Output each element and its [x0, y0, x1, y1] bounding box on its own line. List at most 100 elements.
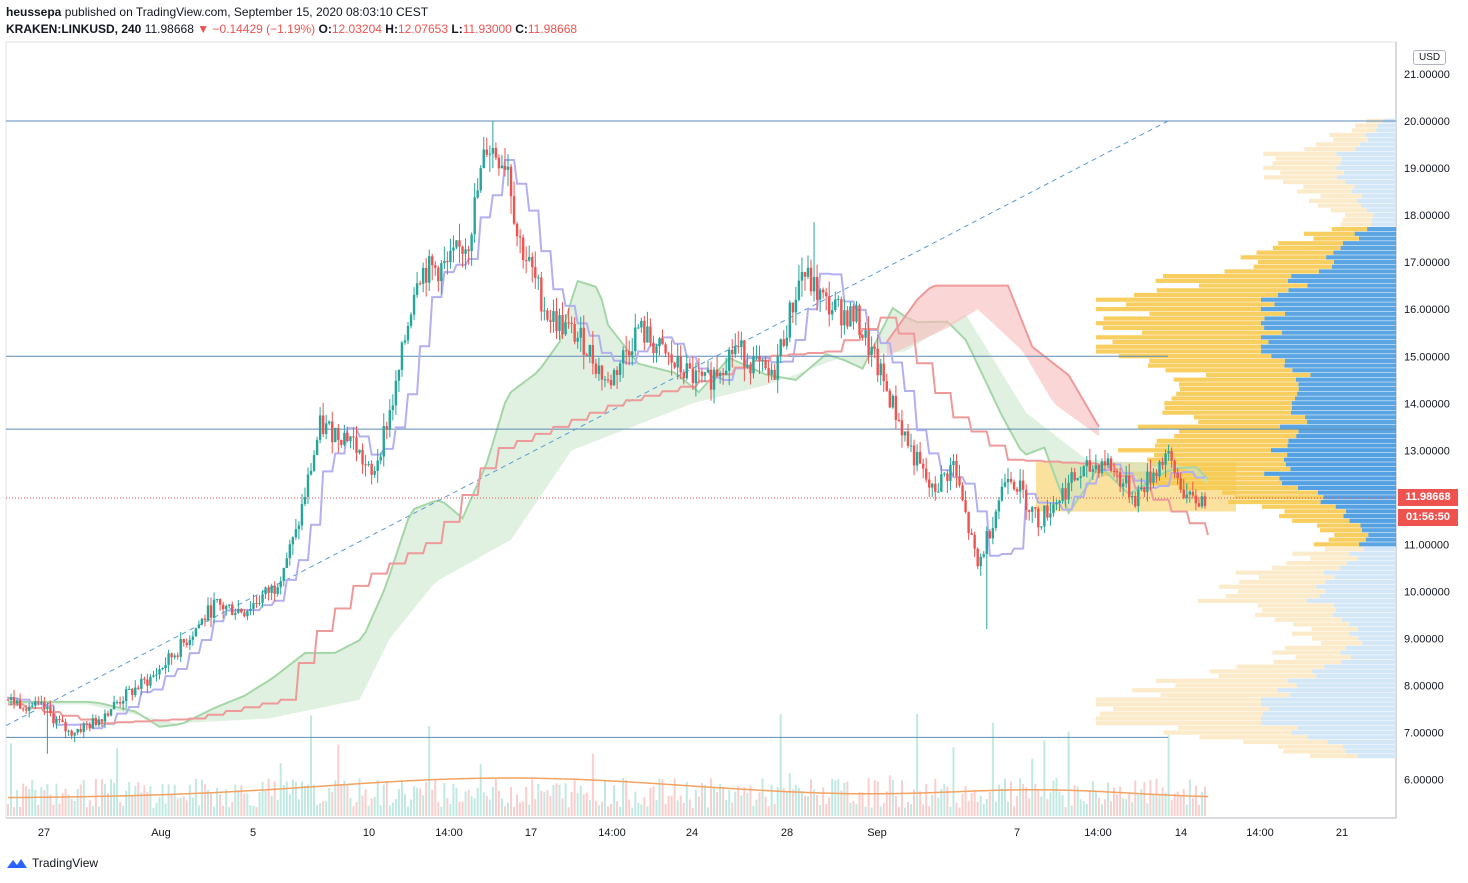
vp-down-bar — [1179, 386, 1299, 392]
vp-up-bar — [1366, 208, 1396, 213]
author-name[interactable]: heussepa — [6, 5, 62, 19]
vp-up-bar — [1291, 730, 1396, 735]
vp-down-bar — [1141, 330, 1282, 335]
vp-down-bar — [1162, 410, 1291, 415]
vp-up-bar — [1287, 443, 1396, 448]
volume-bar — [746, 792, 749, 816]
candle-body — [306, 474, 310, 497]
candle-body — [337, 427, 340, 440]
vp-down-bar — [1147, 363, 1285, 368]
volume-bar — [240, 785, 243, 816]
candle-body — [567, 322, 570, 324]
candle-body — [37, 701, 40, 703]
vp-up-bar — [1261, 716, 1396, 721]
vp-up-bar — [1361, 194, 1396, 199]
candle-body — [385, 426, 388, 430]
candle-body — [718, 372, 722, 377]
candle-body — [1155, 472, 1158, 477]
candle-body — [579, 327, 582, 338]
symbol-label[interactable]: KRAKEN:LINKUSD, 240 — [6, 22, 142, 36]
vp-down-bar — [1328, 537, 1366, 542]
volume-bar — [985, 799, 988, 816]
candle-body — [658, 338, 661, 347]
vp-down-bar — [1272, 161, 1341, 166]
candle-body — [1055, 503, 1058, 505]
candle-body — [900, 420, 904, 436]
candle-body — [288, 544, 292, 559]
vp-up-bar — [1335, 608, 1396, 613]
tradingview-footer[interactable]: TradingView — [6, 856, 98, 870]
vp-down-bar — [1258, 259, 1334, 265]
vp-up-bar — [1365, 132, 1396, 138]
volume-bar — [703, 785, 706, 816]
vp-down-bar — [1272, 650, 1341, 655]
vp-up-bar — [1288, 288, 1396, 293]
candle-body — [600, 365, 604, 380]
volume-bar — [979, 795, 982, 816]
volume-bar — [391, 802, 394, 816]
candle-body — [712, 369, 716, 390]
volume-bar — [988, 792, 991, 816]
vp-up-bar — [1358, 236, 1396, 241]
candle-body — [573, 323, 576, 342]
candle-body — [670, 354, 673, 363]
vp-down-bar — [1160, 692, 1291, 698]
candle-body — [455, 240, 458, 248]
vp-up-bar — [1364, 546, 1396, 552]
volume-bar — [1043, 740, 1046, 816]
vp-down-bar — [1175, 683, 1297, 688]
volume-bar — [958, 807, 961, 816]
y-tick-label: 16.00000 — [1404, 304, 1450, 316]
candle-body — [428, 256, 431, 283]
candle-body — [958, 476, 961, 486]
volume-bar — [425, 782, 428, 816]
candle-body — [918, 451, 922, 464]
candle-body — [31, 705, 34, 707]
vp-down-bar — [1255, 612, 1333, 618]
volume-bar — [325, 800, 328, 816]
vp-up-bar — [1298, 429, 1396, 434]
volume-bar — [194, 778, 197, 816]
candle-body — [215, 599, 219, 601]
volume-bars — [7, 714, 1209, 816]
vp-down-bar — [1280, 170, 1344, 175]
vp-up-bar — [1334, 575, 1396, 580]
volume-bar — [900, 780, 903, 816]
candle-body — [961, 485, 964, 501]
vp-down-bar — [1138, 424, 1280, 429]
candle-body — [1124, 475, 1128, 484]
volume-bar — [334, 780, 337, 816]
candle-body — [146, 679, 149, 686]
volume-bar — [313, 784, 316, 816]
candle-body — [112, 702, 116, 710]
volume-bar — [246, 793, 249, 816]
volume-bar — [528, 804, 531, 816]
vp-up-bar — [1264, 316, 1396, 321]
volume-bar — [243, 793, 246, 816]
candle-body — [628, 351, 631, 356]
volume-bar — [543, 791, 546, 816]
volume-bar — [940, 788, 943, 816]
candle-body — [797, 280, 801, 300]
candle-body — [755, 356, 758, 358]
vp-down-bar — [1261, 504, 1336, 509]
vp-up-bar — [1268, 339, 1396, 345]
volume-bar — [761, 778, 764, 816]
candle-body — [597, 365, 601, 374]
candle-body — [503, 165, 507, 170]
currency-button[interactable]: USD — [1413, 50, 1447, 65]
volume-bar — [370, 798, 373, 816]
horizontal-lines — [5, 120, 1396, 738]
volume-bar — [1079, 799, 1082, 816]
candle-body — [1067, 482, 1070, 500]
candle-body — [540, 277, 543, 312]
vp-up-bar — [1354, 231, 1396, 236]
candle-body — [188, 639, 192, 645]
candle-body — [909, 445, 913, 447]
vp-down-bar — [1295, 655, 1351, 660]
volume-bar — [146, 792, 149, 816]
volume-bar — [446, 798, 449, 816]
candle-body — [70, 730, 73, 736]
volume-bar — [800, 791, 803, 816]
